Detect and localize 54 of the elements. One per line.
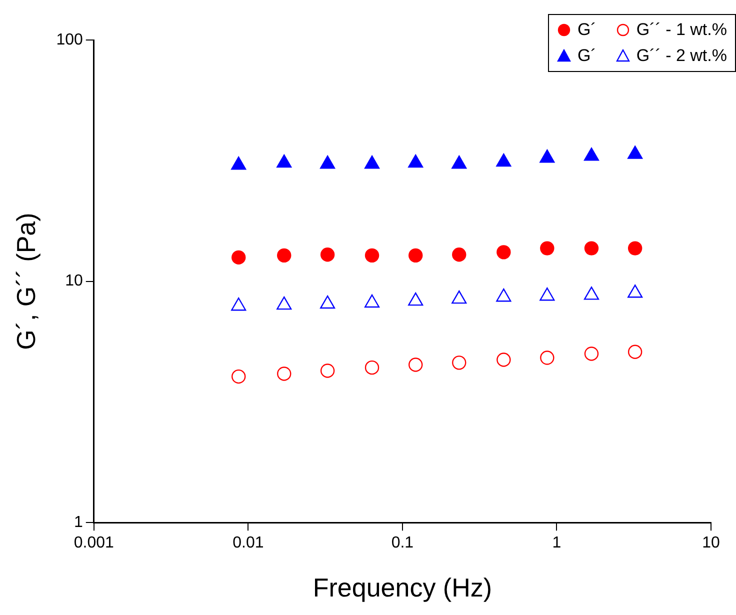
point xyxy=(628,284,643,298)
point xyxy=(408,358,423,372)
point xyxy=(276,154,292,168)
point xyxy=(452,155,467,169)
legend-label: G´ xyxy=(577,19,596,41)
point xyxy=(320,295,336,309)
point xyxy=(628,146,643,159)
point xyxy=(364,155,380,169)
point xyxy=(584,346,599,361)
point xyxy=(452,290,467,304)
point xyxy=(320,248,335,262)
y-tick-label: 1 xyxy=(74,514,83,532)
y-tick-label: 100 xyxy=(56,31,83,48)
point xyxy=(496,153,512,167)
point xyxy=(540,150,555,163)
point xyxy=(496,245,511,260)
point xyxy=(452,248,466,262)
y-tick-label: 10 xyxy=(65,272,83,290)
point xyxy=(231,298,246,311)
point xyxy=(231,156,246,170)
point xyxy=(277,366,292,381)
point xyxy=(496,352,511,367)
x-tick-label: 10 xyxy=(702,534,720,552)
point xyxy=(320,155,336,169)
point xyxy=(320,364,335,378)
point xyxy=(584,241,599,256)
y-axis-title: G´, G´´ (Pa) xyxy=(10,212,41,350)
x-tick-label: 0.1 xyxy=(391,534,414,552)
point xyxy=(364,294,380,308)
point xyxy=(584,148,600,161)
point xyxy=(277,248,292,263)
point xyxy=(540,288,555,301)
x-tick-label: 0.001 xyxy=(74,534,114,552)
legend-label: G´´ - 2 wt.% xyxy=(636,45,727,67)
point xyxy=(232,369,246,384)
point xyxy=(364,248,380,263)
point xyxy=(584,286,600,300)
legend-label: G´´ - 1 wt.% xyxy=(636,19,727,41)
point xyxy=(540,350,554,365)
point xyxy=(408,154,424,168)
point xyxy=(628,241,642,256)
point xyxy=(276,296,292,310)
point xyxy=(408,292,424,306)
point xyxy=(364,360,380,375)
point xyxy=(232,250,246,265)
x-tick-label: 1 xyxy=(552,534,562,552)
legend-label: G´ xyxy=(577,45,596,67)
x-axis-title: Frequency (Hz) xyxy=(312,572,492,603)
point xyxy=(628,344,642,359)
point xyxy=(408,248,423,263)
point xyxy=(540,241,554,256)
point xyxy=(496,288,512,302)
point xyxy=(452,356,466,370)
x-tick-label: 0.01 xyxy=(232,534,264,552)
